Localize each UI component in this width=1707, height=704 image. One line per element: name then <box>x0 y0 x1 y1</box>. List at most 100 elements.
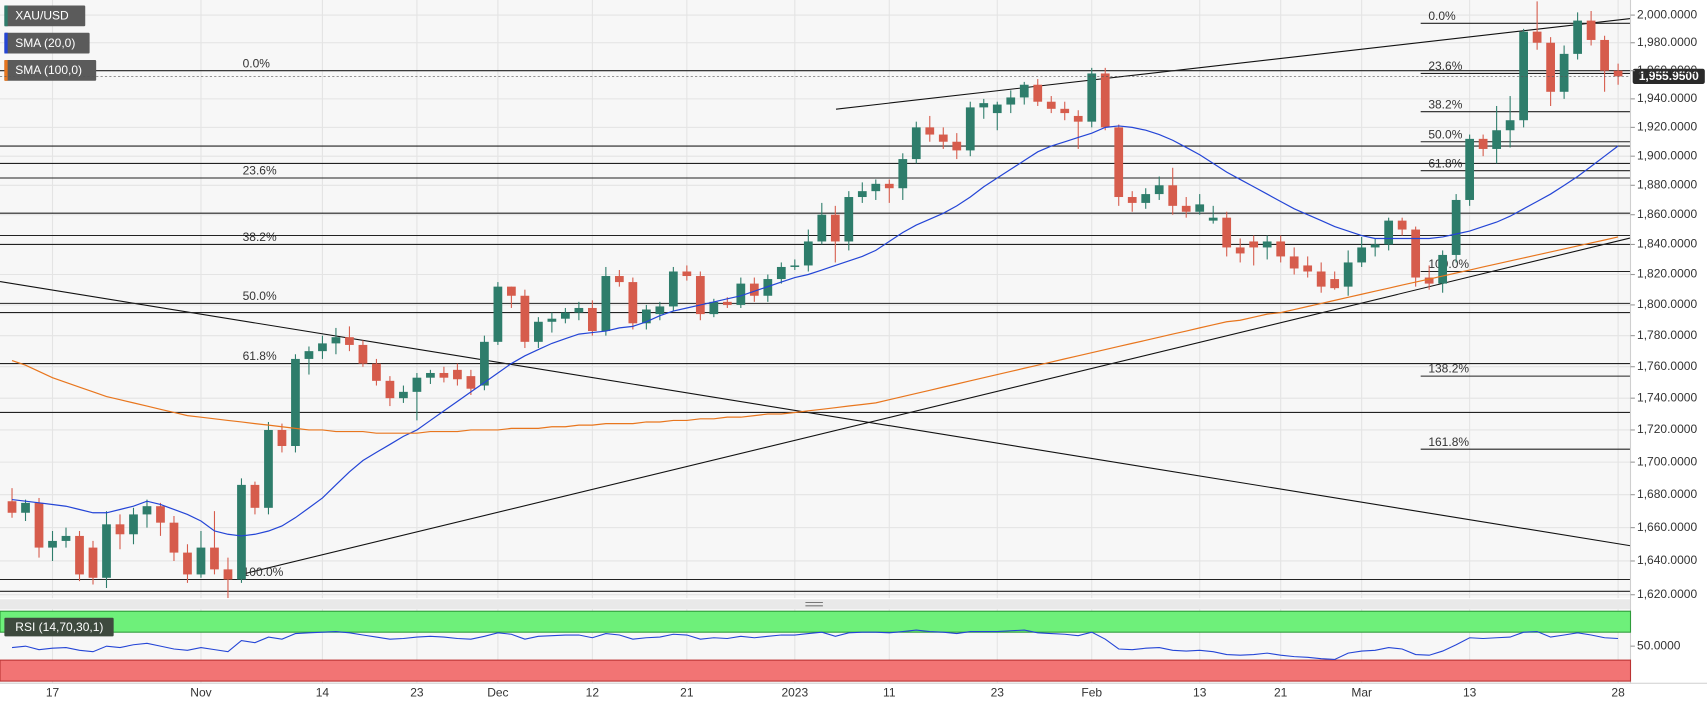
candle-body <box>1573 20 1582 54</box>
y-tick-label: 1,900.0000 <box>1637 148 1697 162</box>
pane-separator[interactable] <box>0 599 1631 610</box>
y-tick-label: 1,680.0000 <box>1637 487 1697 501</box>
x-tick-label: Nov <box>190 685 211 699</box>
legend-box[interactable] <box>4 5 86 27</box>
candle-body <box>507 286 516 296</box>
candle-body <box>1492 130 1502 149</box>
candle-body <box>790 265 800 267</box>
y-tick-label: 1,720.0000 <box>1637 422 1697 436</box>
candle-body <box>277 429 287 447</box>
candle-body <box>1019 84 1029 98</box>
candle-body <box>1613 70 1623 77</box>
candle-body <box>844 197 854 242</box>
candle-body <box>1519 31 1528 121</box>
candle-body <box>210 547 219 570</box>
candle-body <box>196 547 206 575</box>
fib-label: 61.8% <box>1428 156 1462 170</box>
y-tick-label: 1,860.0000 <box>1637 207 1697 221</box>
fib-label: 23.6% <box>243 164 277 178</box>
x-tick-label: 21 <box>680 685 694 699</box>
candle-body <box>102 524 111 578</box>
candle-body <box>7 501 17 513</box>
candle-body <box>736 283 746 305</box>
rsi-label-box[interactable] <box>4 617 114 637</box>
candle-body <box>695 276 705 315</box>
y-tick-label: 1,920.0000 <box>1637 120 1697 134</box>
candle-body <box>291 358 300 447</box>
x-tick-label: 13 <box>1463 685 1477 699</box>
candle-body <box>763 279 773 296</box>
candle-body <box>871 183 881 192</box>
candle-body <box>345 337 354 345</box>
rsi-label: RSI (14,70,30,1) <box>15 620 103 634</box>
candle-body <box>1195 204 1205 212</box>
candle-body <box>1222 217 1232 248</box>
candle-body <box>318 343 327 352</box>
rsi-line <box>11 629 1619 661</box>
x-tick-label: 23 <box>991 685 1005 699</box>
candle-body <box>1343 262 1353 287</box>
trendline <box>242 237 1631 575</box>
candle-body <box>399 391 408 399</box>
legend-swatch <box>4 60 8 81</box>
candle-body <box>1168 185 1178 206</box>
candle-body <box>1100 73 1110 128</box>
candle-body <box>1505 120 1515 131</box>
fib-label: 100.0% <box>1428 257 1469 271</box>
x-tick-label: 2023 <box>781 685 808 699</box>
candle-body <box>925 127 935 135</box>
rsi-oversold-zone <box>0 659 1632 682</box>
candle-body <box>1141 194 1151 203</box>
candle-body <box>142 506 152 515</box>
candle-body <box>1235 247 1245 254</box>
legend-box[interactable] <box>4 60 97 81</box>
y-tick-label: 1,740.0000 <box>1637 390 1697 404</box>
candle-body <box>911 127 921 160</box>
candle-body <box>1330 279 1340 289</box>
y-tick-label: 1,800.0000 <box>1637 297 1697 311</box>
candle-body <box>1600 39 1609 71</box>
x-tick-label: 28 <box>1611 685 1625 699</box>
candle-body <box>493 286 503 342</box>
candle-body <box>1438 254 1448 284</box>
x-tick-label: 11 <box>883 685 896 699</box>
x-tick-label: 21 <box>1274 685 1288 699</box>
candle-body <box>668 271 678 307</box>
candle-body <box>1384 220 1394 245</box>
fib-label: 100.0% <box>243 565 284 579</box>
y-tick-label: 1,760.0000 <box>1637 359 1697 373</box>
candle-body <box>250 484 260 508</box>
separator-handle[interactable] <box>805 601 823 607</box>
candle-body <box>385 380 395 399</box>
candle-body <box>1303 265 1313 272</box>
fib-label: 0.0% <box>243 56 271 70</box>
candle-body <box>129 514 138 535</box>
trendline <box>0 281 1631 547</box>
candle-body <box>1357 247 1367 263</box>
candle-body <box>1154 185 1164 195</box>
candle-body <box>561 312 570 319</box>
candle-body <box>601 276 611 332</box>
candle-body <box>952 141 962 151</box>
candle-body <box>817 214 827 242</box>
candle-body <box>1114 127 1124 198</box>
candle-body <box>88 547 98 578</box>
x-tick-label: 13 <box>1193 685 1207 699</box>
candle-body <box>520 295 530 342</box>
candle-body <box>1073 115 1083 122</box>
legend-swatch <box>4 5 8 27</box>
candle-body <box>223 569 233 580</box>
candle-body <box>709 301 719 315</box>
candle-body <box>587 307 597 332</box>
candle-body <box>1451 199 1461 255</box>
y-tick-label: 1,780.0000 <box>1637 328 1697 342</box>
y-tick-label: 1,700.0000 <box>1637 454 1697 468</box>
candle-body <box>1424 277 1434 284</box>
candle-body <box>992 104 1002 114</box>
fib-label: 38.2% <box>1428 97 1462 111</box>
candle-body <box>1559 53 1569 92</box>
legend-box[interactable] <box>4 32 90 54</box>
last-price-badge <box>1632 68 1705 84</box>
sma-line <box>11 236 1619 434</box>
candle-body <box>48 540 57 548</box>
